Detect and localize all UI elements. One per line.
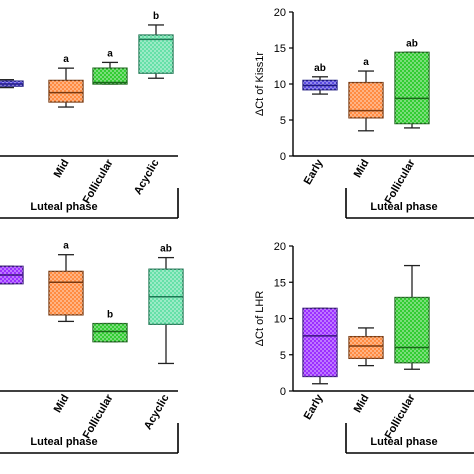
box-early: Early	[302, 307, 338, 422]
chart-panel-bottom-right: 0 5 10 15 20 ΔCt of LHR Early Mid FollicularLute…	[254, 241, 474, 454]
y-tick-label: 20	[274, 241, 286, 253]
y-tick-label: 5	[280, 350, 286, 362]
category-label: Acyclic	[132, 158, 162, 197]
significance-label: a	[63, 54, 69, 65]
box-mid: a Mid	[48, 241, 84, 415]
chart-panel-top-left: a Mid a Follicular b Acyclic Luteal phase	[0, 11, 179, 219]
box-mid: Mid	[348, 327, 384, 415]
box-pattern	[395, 297, 429, 363]
category-label: Early	[302, 157, 326, 187]
box-pattern	[139, 35, 173, 74]
significance-label: a	[363, 57, 369, 68]
y-tick-label: 10	[274, 314, 286, 326]
significance-label: b	[153, 11, 159, 22]
category-label: Acyclic	[142, 393, 172, 432]
box-pattern	[49, 271, 83, 315]
category-label: Mid	[352, 158, 372, 180]
box-mid: a Mid	[48, 54, 84, 180]
box-acyclic: ab Acyclic	[142, 244, 184, 432]
y-tick-label: 15	[274, 43, 286, 55]
significance-label: b	[107, 310, 113, 321]
box-pattern	[49, 80, 83, 102]
category-label: Mid	[52, 393, 72, 415]
box-early	[0, 79, 24, 89]
box-early	[0, 265, 24, 285]
category-label: Mid	[352, 393, 372, 415]
box-pattern	[349, 82, 383, 118]
y-tick-label: 0	[280, 151, 286, 163]
box-follicular: ab Follicular	[383, 38, 430, 206]
box-pattern	[303, 308, 337, 377]
significance-label: ab	[314, 63, 326, 74]
significance-label: ab	[406, 38, 418, 49]
box-follicular: b Follicular	[81, 310, 128, 441]
box-pattern	[93, 323, 127, 342]
y-axis-title: ΔCt of Kiss1r	[254, 52, 266, 117]
category-label: Mid	[52, 158, 72, 180]
box-pattern	[93, 68, 127, 84]
y-tick-label: 0	[280, 386, 286, 398]
chart-panel-bottom-left: a Mid b Follicular ab Acyclic Luteal phase	[0, 241, 184, 454]
y-tick-label: 15	[274, 277, 286, 289]
box-mid: a Mid	[348, 57, 384, 180]
group-label: Luteal phase	[30, 201, 97, 213]
significance-label: ab	[160, 244, 172, 255]
box-pattern	[349, 336, 383, 359]
box-early: ab Early	[302, 63, 338, 187]
group-label: Luteal phase	[30, 436, 97, 448]
significance-label: a	[107, 48, 113, 59]
category-label: Follicular	[383, 392, 418, 441]
y-tick-label: 20	[274, 7, 286, 19]
y-tick-label: 10	[274, 79, 286, 91]
group-label: Luteal phase	[370, 201, 437, 213]
category-label: Follicular	[383, 157, 418, 206]
significance-label: a	[63, 241, 69, 252]
chart-panel-top-right: 0 5 10 15 20 ΔCt of Kiss1r ab Early a Mid ab Follic…	[254, 7, 474, 219]
category-label: Follicular	[81, 157, 116, 206]
box-pattern	[395, 52, 429, 124]
box-follicular: a Follicular	[81, 48, 128, 206]
group-label: Luteal phase	[370, 436, 437, 448]
box-acyclic: b Acyclic	[132, 11, 174, 197]
y-tick-label: 5	[280, 115, 286, 127]
category-label: Follicular	[81, 392, 116, 441]
category-label: Early	[302, 392, 326, 422]
box-follicular: Follicular	[383, 264, 430, 441]
y-axis-title: ΔCt of LHR	[254, 291, 266, 347]
